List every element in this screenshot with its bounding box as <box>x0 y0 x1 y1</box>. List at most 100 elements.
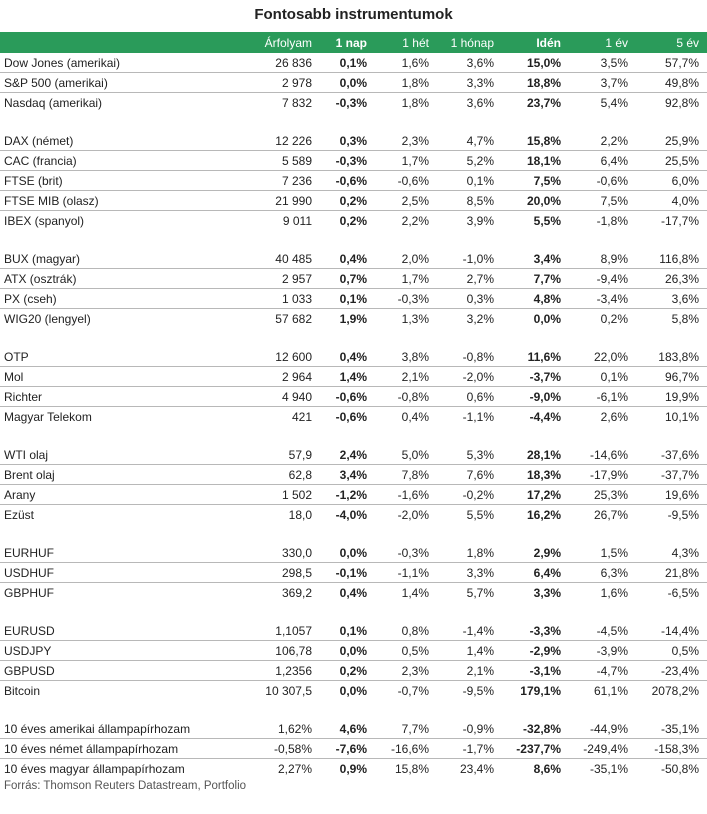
value-cell: -3,9% <box>569 640 636 661</box>
value-cell: -6,5% <box>667 585 699 600</box>
instrument-name: Brent olaj <box>0 464 253 485</box>
value-cell: 7,5% <box>569 190 636 211</box>
table-row: Arany 1 502 -1,2% -1,6% -0,2% 17,2% 25,3% 19,6% <box>0 484 707 505</box>
value-cell: 179,1% <box>520 683 561 698</box>
value-cell: 0,5% <box>375 640 437 661</box>
value-cell: 18,3% <box>502 464 569 485</box>
instrument-name: Magyar Telekom <box>4 409 92 424</box>
header-1-week: 1 hét <box>375 32 437 53</box>
spacer-cell <box>0 602 707 621</box>
value-cell: 57,7% <box>636 53 707 73</box>
header-row: Árfolyam 1 nap 1 hét 1 hónap Idén 1 év 5… <box>0 32 707 53</box>
value-cell: 8,6% <box>533 761 561 776</box>
value-cell: 2,6% <box>600 409 628 424</box>
value-cell: 298,5 <box>253 562 320 583</box>
value-cell: 3,6% <box>636 288 707 309</box>
instrument-name: Bitcoin <box>4 683 41 698</box>
table-row: Mol 2 964 1,4% 2,1% -2,0% -3,7% 0,1% 96,7% <box>0 366 707 387</box>
value-cell: 2,0% <box>375 249 437 269</box>
value-cell: -2,0% <box>437 366 502 387</box>
instruments-table: Árfolyam 1 nap 1 hét 1 hónap Idén 1 év 5… <box>0 32 707 778</box>
spacer-cell <box>0 524 707 543</box>
value-cell: -1,1% <box>462 409 494 424</box>
value-cell: -16,6% <box>375 738 437 759</box>
value-cell: 0,0% <box>320 72 375 93</box>
value-cell: 12 226 <box>253 131 320 151</box>
value-cell: 1,8% <box>375 72 437 93</box>
value-cell: 1,62% <box>253 719 320 739</box>
value-cell: 2078,2% <box>651 683 699 698</box>
value-cell: 2 964 <box>253 366 320 387</box>
value-cell: -50,8% <box>660 761 699 776</box>
value-cell: -37,7% <box>636 464 707 485</box>
instrument-name: Nasdaq (amerikai) <box>4 95 103 110</box>
value-cell: 0,5% <box>636 640 707 661</box>
value-cell: 3,8% <box>375 347 437 367</box>
instrument-name: EURHUF <box>0 543 253 563</box>
table-row: WIG20 (lengyel) 57 682 1,9% 1,3% 3,2% 0,0% 0,2… <box>0 309 707 329</box>
value-cell: 26,3% <box>636 268 707 289</box>
value-cell: 5,7% <box>466 585 494 600</box>
instrument-name: EURUSD <box>0 621 253 641</box>
value-cell: 2,3% <box>375 660 437 681</box>
value-cell: 3,4% <box>502 249 569 269</box>
value-cell: -35,1% <box>636 719 707 739</box>
value-cell: -44,9% <box>569 719 636 739</box>
value-cell: 96,7% <box>636 366 707 387</box>
value-cell: 1,8% <box>437 543 502 563</box>
value-cell: -9,5% <box>667 507 699 522</box>
value-cell: 3,3% <box>533 585 561 600</box>
instrument-name: PX (cseh) <box>0 288 253 309</box>
value-cell: -249,4% <box>569 738 636 759</box>
value-cell: -237,7% <box>502 738 569 759</box>
header-1-year: 1 év <box>569 32 636 53</box>
value-cell: 25,5% <box>636 150 707 171</box>
value-cell: 106,78 <box>253 640 320 661</box>
value-cell: 7 832 <box>281 95 312 110</box>
value-cell: 2,7% <box>437 268 502 289</box>
table-row: 10 éves amerikai állampapírhozam 1,62% 4,6… <box>0 719 707 739</box>
value-cell: 21,8% <box>636 562 707 583</box>
table-row: ATX (osztrák) 2 957 0,7% 1,7% 2,7% 7,7% -9,4% 2… <box>0 268 707 289</box>
table-row: Ezüst 18,0 -4,0% -2,0% 5,5% 16,2% 26,7% -9,5% <box>0 505 707 525</box>
value-cell: -2,9% <box>502 640 569 661</box>
table-row: USDHUF 298,5 -0,1% -1,1% 3,3% 6,4% 6,3% 21,8% <box>0 562 707 583</box>
value-cell: 11,6% <box>502 347 569 367</box>
value-cell: 2,3% <box>375 131 437 151</box>
value-cell: 17,2% <box>502 484 569 505</box>
spacer-cell <box>0 230 707 249</box>
table-row: DAX (német) 12 226 0,3% 2,3% 4,7% 15,8% 2,2% 25… <box>0 131 707 151</box>
value-cell: 0,1% <box>437 170 502 191</box>
table-row: FTSE MIB (olasz) 21 990 0,2% 2,5% 8,5% 20,0% 7… <box>0 190 707 211</box>
value-cell: -0,3% <box>375 288 437 309</box>
value-cell: 5 589 <box>253 150 320 171</box>
instrument-name: Ezüst <box>4 507 35 522</box>
value-cell: 4,3% <box>636 543 707 563</box>
value-cell: 2,1% <box>375 366 437 387</box>
value-cell: 5,3% <box>437 445 502 465</box>
value-cell: 3,7% <box>569 72 636 93</box>
value-cell: 26,7% <box>593 507 628 522</box>
table-row: Richter 4 940 -0,6% -0,8% 0,6% -9,0% -6,1% 19,9… <box>0 386 707 407</box>
value-cell: 15,8% <box>502 131 569 151</box>
value-cell: 7 236 <box>253 170 320 191</box>
value-cell: 1 502 <box>253 484 320 505</box>
value-cell: 8,5% <box>437 190 502 211</box>
group-spacer <box>0 230 707 249</box>
instrument-name: Richter <box>0 386 253 407</box>
table-row: EURHUF 330,0 0,0% -0,3% 1,8% 2,9% 1,5% 4,3% <box>0 543 707 563</box>
value-cell: 23,4% <box>459 761 494 776</box>
table-row: 10 éves magyar állampapírhozam 2,27% 0,9% 1… <box>0 759 707 779</box>
value-cell: -1,8% <box>596 213 628 228</box>
value-cell: 9 011 <box>282 213 312 228</box>
value-cell: -0,3% <box>320 150 375 171</box>
value-cell: -4,7% <box>569 660 636 681</box>
value-cell: 3,3% <box>437 72 502 93</box>
value-cell: 26 836 <box>253 53 320 73</box>
value-cell: 0,9% <box>339 761 367 776</box>
group-spacer <box>0 426 707 445</box>
value-cell: 0,1% <box>320 621 375 641</box>
table-row: GBPHUF 369,2 0,4% 1,4% 5,7% 3,3% 1,6% -6,5% <box>0 583 707 603</box>
instrument-name: ATX (osztrák) <box>0 268 253 289</box>
value-cell: 7,8% <box>375 464 437 485</box>
